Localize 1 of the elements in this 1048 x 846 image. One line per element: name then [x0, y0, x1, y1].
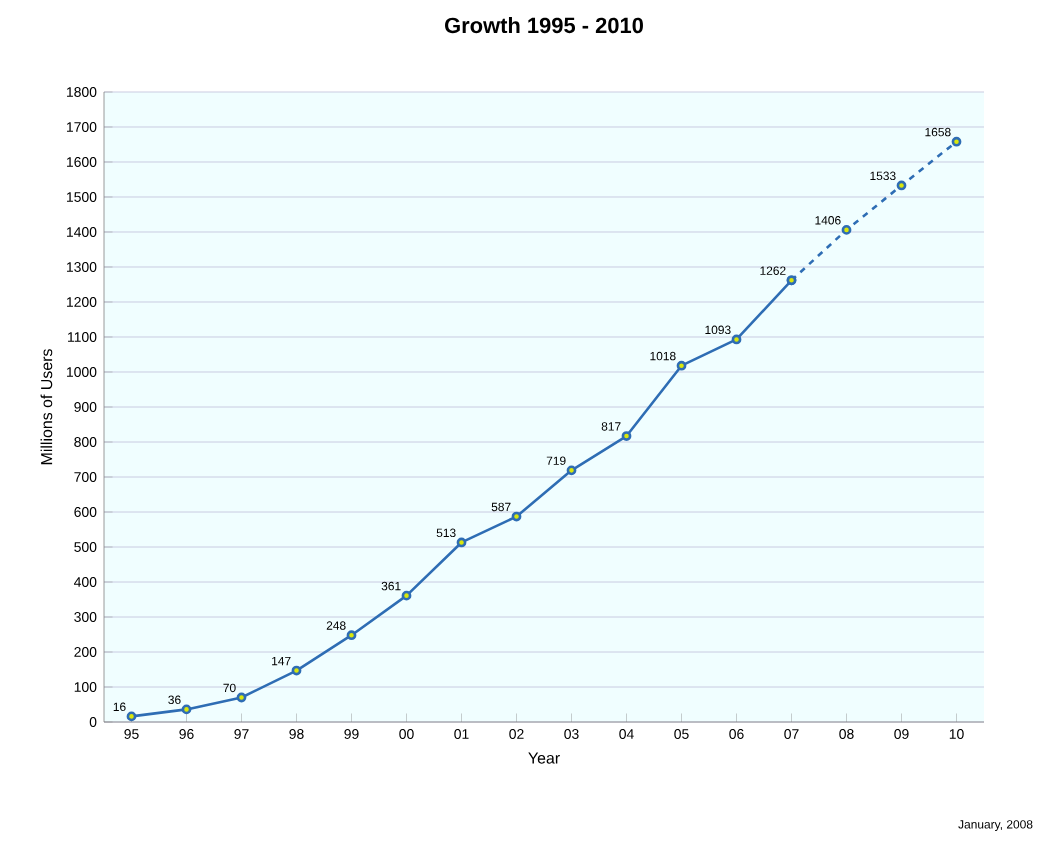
- chart-title: Growth 1995 - 2010: [445, 17, 643, 34]
